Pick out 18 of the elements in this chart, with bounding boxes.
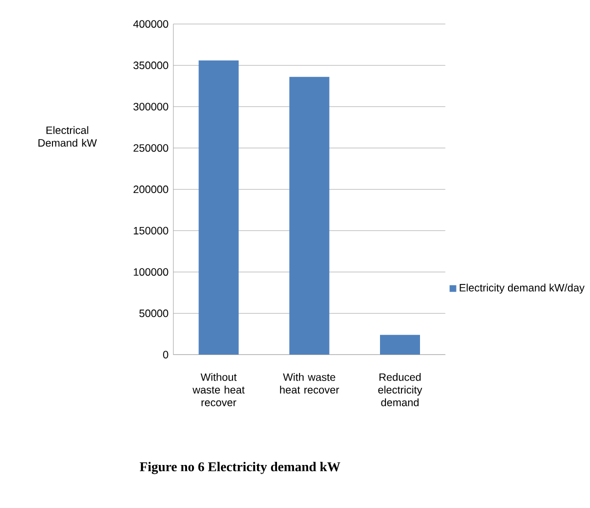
y-tick-label: 150000 [134, 226, 168, 234]
bar [289, 76, 330, 355]
bar [380, 334, 420, 355]
y-axis-title: Electrical Demand kW [38, 126, 97, 147]
x-tick-label: Without waste heat recover [192, 373, 245, 406]
y-tick-label: 100000 [134, 268, 168, 276]
y-tick-label: 300000 [133, 102, 168, 110]
y-tick-label: 250000 [134, 144, 168, 152]
y-tick-label: 0 [163, 350, 168, 358]
y-tick-label: 200000 [134, 186, 168, 194]
bar [198, 60, 239, 355]
y-tick-label: 400000 [133, 20, 168, 28]
y-tick-label: 350000 [133, 62, 168, 70]
text: Figure no 6 Electricity demand kW [140, 462, 340, 474]
x-tick-label: With waste heat recover [280, 373, 340, 394]
x-tick-label: Reduced electricity demand [378, 373, 422, 406]
y-tick-label: 50000 [139, 310, 168, 318]
legend-label: Electricity demand kW/day [460, 284, 585, 294]
